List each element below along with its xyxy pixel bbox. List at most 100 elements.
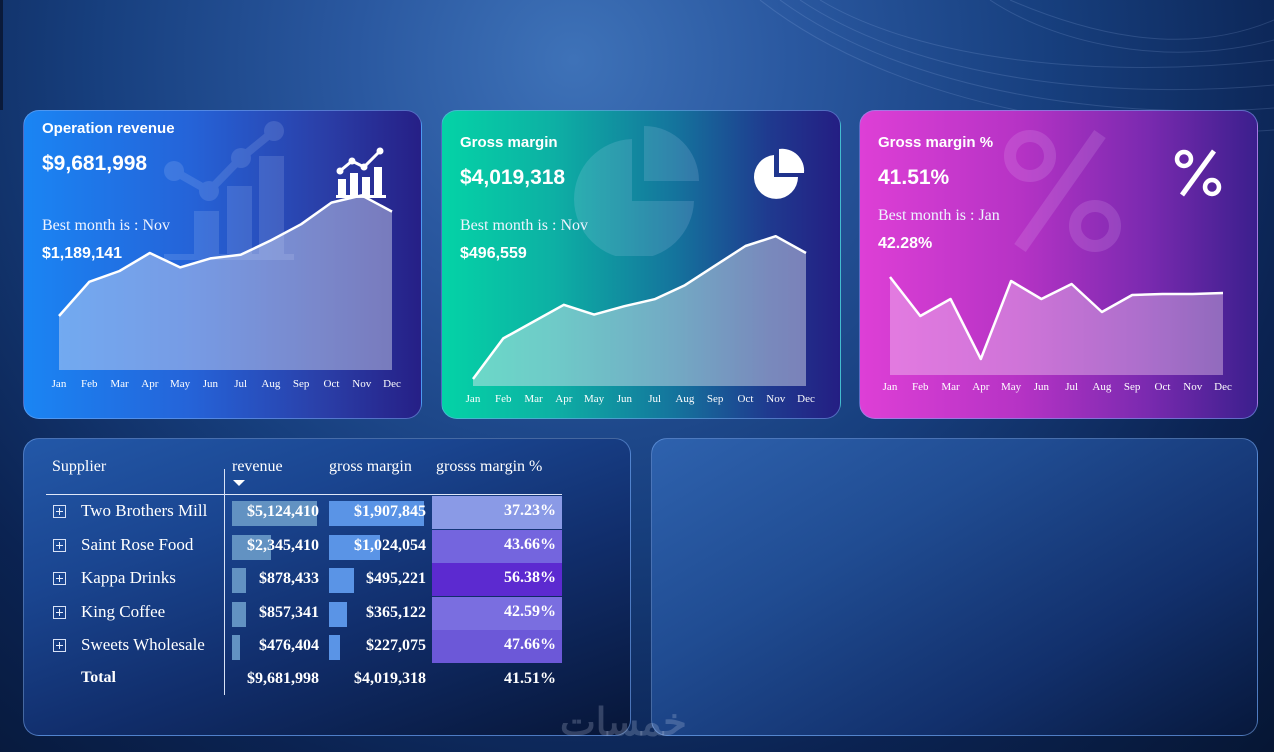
revenue-area-chart: Jan Feb Mar Apr May Jun Jul Aug Sep Oct Nov Dec (52, 194, 401, 390)
revenue-data-bar (232, 568, 247, 594)
gross-margin-cell: $1,907,845 (329, 498, 432, 528)
month-tick-label: Sep (1124, 381, 1141, 393)
expand-icon[interactable] (53, 538, 66, 552)
expand-icon[interactable] (53, 572, 66, 586)
gross-margin-data-bar (329, 568, 354, 594)
month-tick-label: May (170, 378, 191, 390)
month-tick-label: Oct (1155, 381, 1171, 393)
column-divider (224, 469, 225, 695)
empty-visual-card (651, 438, 1258, 736)
gross-margin-pct-card: Gross margin % 41.51% Best month is : Ja… (859, 110, 1258, 419)
table-row: Two Brothers Mill $5,124,410 $1,907,845 … (24, 496, 630, 529)
card-value: 41.51% (878, 166, 950, 189)
area-fill (59, 195, 392, 370)
revenue-cell: $878,433 (232, 565, 325, 595)
pie-chart-watermark-icon (574, 126, 699, 256)
month-tick-label: Dec (383, 378, 401, 390)
total-row: Total $9,681,998 $4,019,318 41.51% (24, 663, 630, 696)
month-tick-label: Aug (1092, 381, 1111, 393)
month-tick-label: Jun (203, 378, 219, 390)
table-row: King Coffee $857,341 $365,122 42.59% (24, 596, 630, 630)
column-header-revenue[interactable]: revenue (232, 458, 283, 475)
revenue-cell: $857,341 (232, 599, 325, 629)
revenue-data-bar (232, 501, 317, 526)
month-tick-label: Sep (707, 393, 724, 405)
month-tick-label: Nov (766, 393, 785, 405)
revenue-data-bar (232, 601, 247, 627)
supplier-table-card: Supplier revenue gross margin grosss mar… (23, 438, 631, 736)
supplier-name: Sweets Wholesale (81, 635, 205, 655)
month-tick-label: Jun (1034, 381, 1050, 393)
table-row: Sweets Wholesale $476,404 $227,075 47.66… (24, 630, 630, 664)
percent-watermark-icon (1004, 129, 1121, 253)
sort-descending-icon[interactable] (232, 479, 246, 487)
revenue-value: $476,404 (259, 637, 319, 655)
gross-margin-data-bar (329, 635, 341, 661)
gross-margin-value: $1,024,054 (354, 536, 426, 554)
gm-pct-value: 42.59% (504, 602, 556, 620)
expand-icon[interactable] (53, 605, 66, 619)
column-header-gross-margin[interactable]: gross margin (329, 458, 412, 475)
month-tick-label: Sep (293, 378, 310, 390)
card-value: $4,019,318 (460, 166, 566, 189)
month-tick-label: Jul (648, 393, 661, 405)
gross-margin-value: $495,221 (366, 570, 426, 588)
total-gross-margin: $4,019,318 (354, 670, 426, 687)
month-tick-label: Feb (81, 378, 98, 390)
total-revenue: $9,681,998 (247, 670, 319, 687)
month-tick-label: Jan (466, 393, 481, 405)
gm-pct-value: 56.38% (504, 569, 556, 587)
card-title: Gross margin (460, 134, 558, 151)
month-tick-label: May (584, 393, 605, 405)
operation-revenue-card: Operation revenue $9,681,998 Best month … (23, 110, 422, 419)
gross-margin-cell: $1,024,054 (329, 532, 432, 562)
revenue-data-bar (232, 534, 272, 560)
card-title: Operation revenue (42, 120, 175, 137)
table-row: Saint Rose Food $2,345,410 $1,024,054 43… (24, 529, 630, 563)
revenue-cell: $476,404 (232, 632, 325, 662)
card-title: Gross margin % (878, 134, 994, 151)
revenue-value: $5,124,410 (247, 503, 319, 520)
table-row: Kappa Drinks $878,433 $495,221 56.38% (24, 563, 630, 597)
column-header-supplier[interactable]: Supplier (52, 458, 107, 475)
best-month-value: $1,189,141 (42, 245, 123, 262)
gross-margin-data-bar (329, 501, 424, 526)
month-tick-label: Jan (52, 378, 67, 390)
total-revenue-cell: $9,681,998 (232, 665, 325, 695)
gross-margin-area-chart: Jan Feb Mar Apr May Jun Jul Aug Sep Oct Nov Dec (466, 234, 815, 405)
expand-icon[interactable] (53, 639, 66, 653)
month-tick-label: May (1001, 381, 1022, 393)
gross-margin-data-bar (329, 534, 381, 560)
series-line (471, 234, 807, 380)
series-line (889, 276, 1224, 361)
month-tick-label: Oct (324, 378, 340, 390)
month-tick-label: Feb (495, 393, 512, 405)
month-tick-label: Mar (941, 381, 960, 393)
gm-pct-value: 37.23% (504, 502, 556, 519)
best-month-label: Best month is : Nov (460, 217, 589, 234)
gm-pct-value: 47.66% (504, 636, 556, 654)
gross-margin-cell: $365,122 (329, 599, 432, 629)
gross-margin-cell: $227,075 (329, 632, 432, 662)
month-tick-label: Mar (110, 378, 129, 390)
brand-watermark: خمسات (560, 702, 687, 744)
month-tick-label: Feb (912, 381, 929, 393)
gm-pct-cell: 37.23% (432, 496, 562, 529)
expand-icon[interactable] (53, 505, 66, 518)
month-tick-label: Apr (972, 381, 989, 393)
gross-margin-data-bar (329, 601, 348, 627)
gross-margin-value: $1,907,845 (354, 503, 426, 520)
revenue-cell: $5,124,410 (232, 498, 325, 528)
month-tick-label: Mar (524, 393, 543, 405)
gm-pct-cell: 42.59% (432, 596, 562, 630)
best-month-value: 42.28% (878, 235, 933, 252)
month-tick-label: Aug (261, 378, 280, 390)
total-gm-pct: 41.51% (504, 670, 556, 687)
left-edge-marker (0, 0, 3, 110)
month-tick-label: Jan (883, 381, 898, 393)
month-tick-label: Oct (738, 393, 754, 405)
column-header-gross-margin-pct[interactable]: grosss margin % (436, 458, 543, 475)
card-value: $9,681,998 (42, 152, 148, 175)
month-tick-label: Dec (1214, 381, 1232, 393)
month-tick-label: Aug (675, 393, 694, 405)
